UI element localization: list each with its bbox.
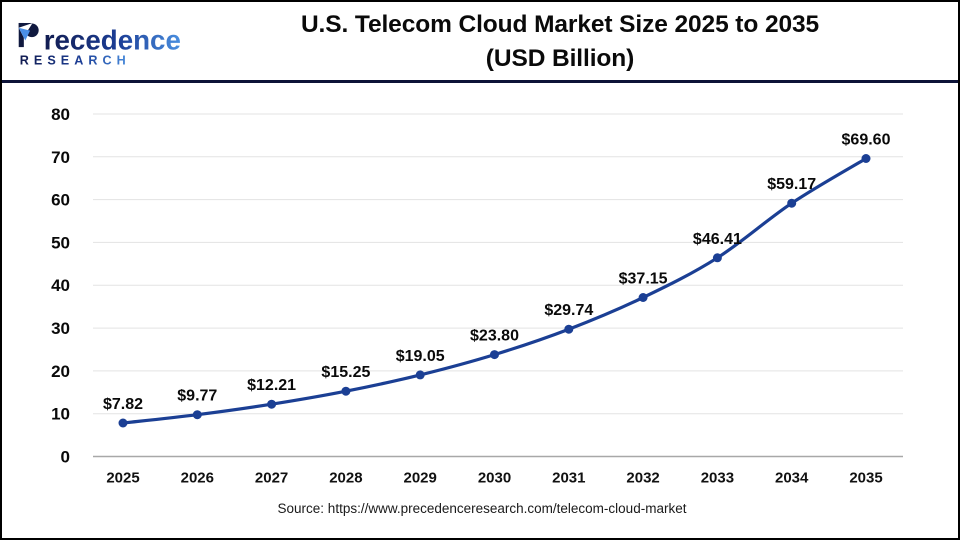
svg-text:RESEARCH: RESEARCH [20,54,131,68]
svg-text:$59.17: $59.17 [767,176,816,193]
svg-text:0: 0 [61,448,70,467]
svg-text:2027: 2027 [255,470,288,487]
svg-text:2034: 2034 [775,470,809,487]
svg-text:2030: 2030 [478,470,511,487]
svg-text:2031: 2031 [552,470,585,487]
svg-text:60: 60 [51,191,70,210]
svg-text:40: 40 [51,276,70,295]
svg-text:2026: 2026 [181,470,214,487]
svg-text:2033: 2033 [701,470,734,487]
svg-text:$69.60: $69.60 [842,132,891,149]
svg-text:70: 70 [51,148,70,167]
svg-text:$12.21: $12.21 [247,377,296,394]
svg-text:2035: 2035 [849,470,882,487]
svg-text:$19.05: $19.05 [396,348,445,365]
svg-text:2025: 2025 [106,470,139,487]
svg-text:$29.74: $29.74 [544,302,593,319]
svg-text:$15.25: $15.25 [321,364,370,381]
svg-text:10: 10 [51,405,70,424]
svg-text:$37.15: $37.15 [619,271,668,288]
svg-text:50: 50 [51,233,70,252]
svg-text:$46.41: $46.41 [693,231,742,248]
svg-text:$7.82: $7.82 [103,396,143,413]
svg-text:$23.80: $23.80 [470,328,519,345]
svg-text:2029: 2029 [404,470,437,487]
svg-text:20: 20 [51,362,70,381]
svg-text:2032: 2032 [626,470,659,487]
svg-text:30: 30 [51,319,70,338]
svg-text:$9.77: $9.77 [177,388,217,405]
svg-text:2028: 2028 [329,470,362,487]
svg-text:80: 80 [51,105,70,124]
